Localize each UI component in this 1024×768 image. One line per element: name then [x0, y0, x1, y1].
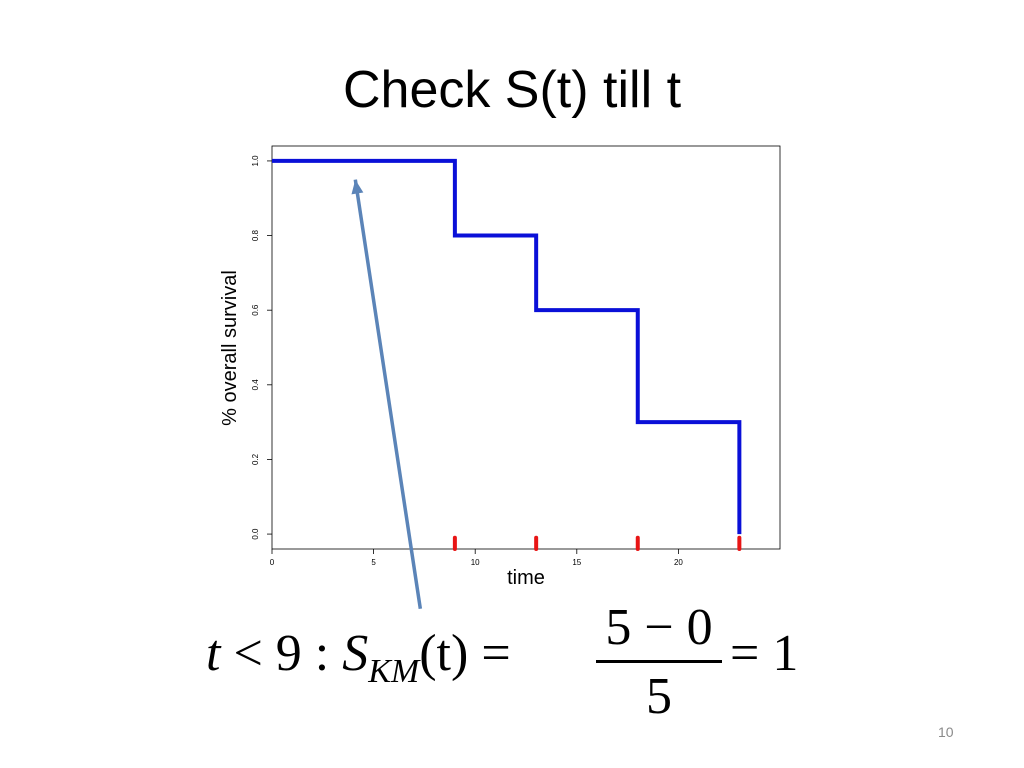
formula-rhs: = 1	[730, 625, 799, 682]
formula-fraction: 5 − 0 5	[596, 600, 722, 725]
formula-lhs: t < 9 : SKM(t) =	[206, 624, 511, 691]
plot-frame	[271, 145, 781, 550]
y-tick-label: 0.0	[251, 528, 260, 540]
y-tick-label: 0.2	[251, 453, 260, 465]
formula-t-variable: t	[206, 625, 221, 682]
x-tick-label: 0	[270, 558, 275, 567]
formula-s-symbol: S	[342, 625, 369, 682]
page-number: 10	[938, 724, 954, 740]
formula-argument: (t) =	[419, 625, 511, 682]
x-tick-label: 5	[371, 558, 376, 567]
slide-title: Check S(t) till t	[342, 61, 682, 119]
formula-subscript: KM	[368, 653, 420, 690]
x-tick-label: 10	[471, 558, 480, 567]
formula-denominator: 5	[646, 668, 672, 725]
formula-fraction-bar	[596, 660, 722, 663]
annotation-arrow-shaft	[353, 179, 423, 609]
y-tick-label: 1.0	[251, 155, 260, 167]
kaplan-meier-formula: t < 9 : SKM(t) = 5 − 0 5 = 1	[200, 600, 840, 725]
annotation-arrow-head	[351, 179, 364, 195]
y-tick-label: 0.4	[251, 379, 260, 391]
survival-step-line	[272, 158, 742, 535]
x-axis-title: time	[507, 567, 545, 589]
formula-inequality: < 9 :	[220, 625, 343, 682]
formula-numerator: 5 − 0	[605, 599, 713, 656]
y-tick-label: 0.6	[251, 304, 260, 316]
x-tick-label: 20	[674, 558, 683, 567]
x-tick-label: 15	[572, 558, 581, 567]
y-tick-label: 0.8	[251, 229, 260, 241]
y-axis-title: % overall survival	[219, 270, 241, 426]
